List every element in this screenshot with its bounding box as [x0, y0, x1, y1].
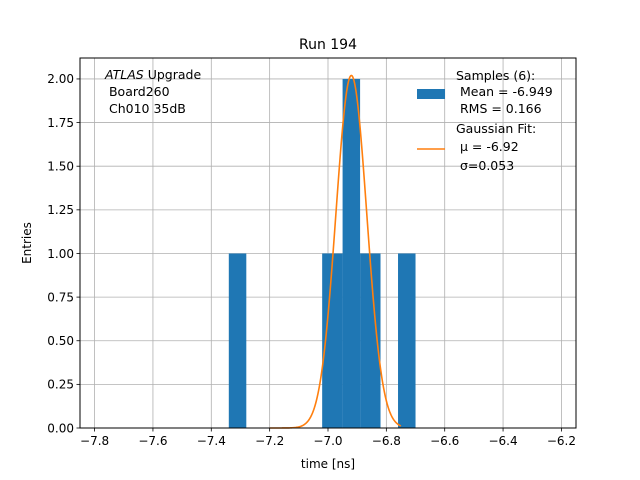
histogram-bar — [398, 253, 416, 428]
board-label: Board260 — [105, 84, 170, 99]
y-tick-label: 0.00 — [47, 421, 74, 435]
y-axis-ticks: 0.00 0.25 0.50 0.75 1.00 1.25 1.50 1.75 2.00 — [47, 72, 80, 435]
legend-samples-mean: Mean = -6.949 — [456, 84, 553, 99]
atlas-label: ATLAS Upgrade — [104, 67, 201, 82]
atlas-word: ATLAS — [104, 67, 144, 82]
y-tick-label: 1.00 — [47, 247, 74, 261]
y-tick-label: 0.50 — [47, 334, 74, 348]
x-axis-label: time [ns] — [301, 457, 355, 471]
legend-samples-title: Samples (6): — [456, 68, 535, 83]
x-tick-label: −7.0 — [313, 434, 342, 448]
y-tick-label: 2.00 — [47, 72, 74, 86]
legend: Samples (6): Mean = -6.949 RMS = 0.166 G… — [417, 68, 553, 173]
x-tick-label: −7.4 — [197, 434, 226, 448]
x-tick-label: −6.4 — [488, 434, 517, 448]
y-tick-label: 1.25 — [47, 203, 74, 217]
histogram-bar — [322, 253, 343, 428]
y-tick-label: 1.50 — [47, 160, 74, 174]
histogram-bar — [342, 78, 361, 429]
legend-fit-title: Gaussian Fit: — [456, 121, 536, 136]
x-tick-label: −7.6 — [138, 434, 167, 448]
y-tick-label: 1.75 — [47, 116, 74, 130]
y-tick-label: 0.25 — [47, 378, 74, 392]
atlas-annotation: ATLAS Upgrade Board260 Ch010 35dB — [104, 67, 201, 116]
x-axis-ticks: −7.8 −7.6 −7.4 −7.2 −7.0 −6.8 −6.6 −6.4 −6.2 — [80, 428, 576, 448]
y-tick-label: 0.75 — [47, 290, 74, 304]
legend-fit-mu: μ = -6.92 — [456, 139, 519, 154]
y-axis-label: Entries — [20, 222, 34, 264]
x-tick-label: −6.8 — [372, 434, 401, 448]
histogram-bar — [360, 253, 381, 428]
x-tick-label: −6.2 — [547, 434, 576, 448]
x-tick-label: −6.6 — [430, 434, 459, 448]
x-tick-label: −7.2 — [255, 434, 284, 448]
histogram-bar — [228, 253, 247, 428]
channel-label: Ch010 35dB — [105, 101, 186, 116]
legend-samples-swatch — [417, 89, 445, 99]
legend-fit-sigma: σ=0.053 — [456, 158, 514, 173]
legend-samples-rms: RMS = 0.166 — [456, 101, 542, 116]
upgrade-word: Upgrade — [144, 67, 202, 82]
histogram-bars — [228, 78, 416, 429]
chart-title: Run 194 — [299, 37, 357, 53]
x-tick-label: −7.8 — [80, 434, 109, 448]
